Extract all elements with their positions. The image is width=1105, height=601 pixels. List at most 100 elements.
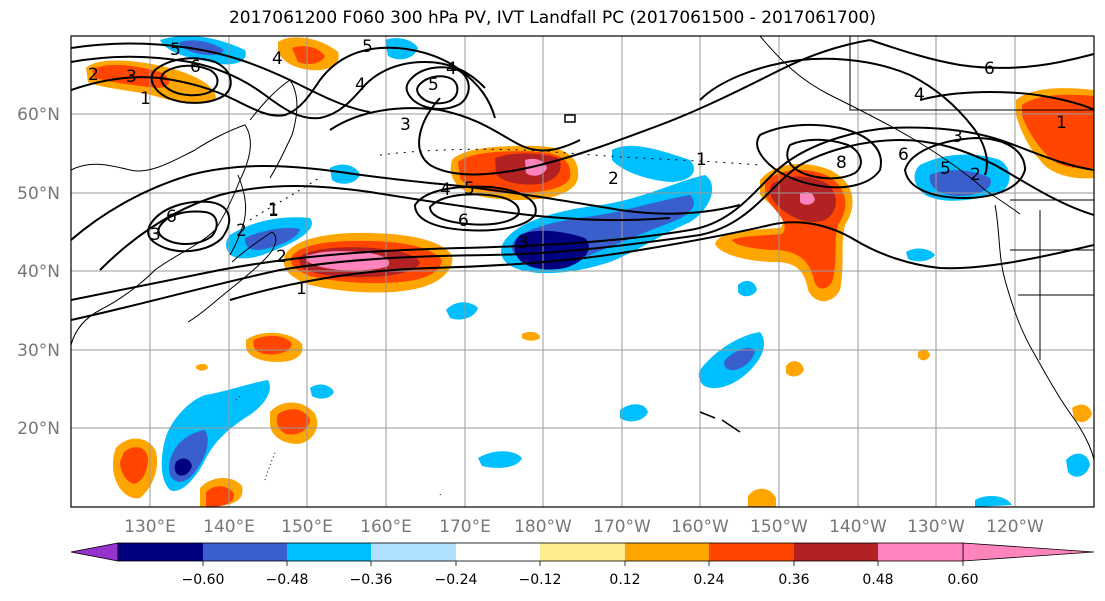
contour-label: 2 xyxy=(276,247,287,267)
contour-label: 6 xyxy=(458,211,469,231)
colorbar-ticks xyxy=(202,561,964,566)
contour-line xyxy=(699,57,988,176)
lon-label: 130°W xyxy=(907,517,965,537)
lon-label: 160°W xyxy=(671,517,729,537)
colorbar-tick-label: 0.60 xyxy=(947,572,978,588)
contour-line xyxy=(869,39,1094,69)
contour-line xyxy=(160,64,219,97)
negative-anomaly-north-pacific xyxy=(612,145,694,182)
colorbar-segment xyxy=(456,543,540,561)
colorbar-tick-label: 0.36 xyxy=(778,572,809,588)
contour-label: 2 xyxy=(236,221,247,241)
contour-line xyxy=(229,221,1094,301)
contour-line xyxy=(157,210,218,245)
contour-line xyxy=(416,75,459,105)
contour-label: 5 xyxy=(940,159,951,179)
colorbar-frame xyxy=(117,542,964,562)
hawaii-islands xyxy=(699,411,741,433)
positive-anomaly-small-4 xyxy=(522,331,540,341)
longitude-labels: 130°E 140°E 150°E 160°E 170°E 180°W 170°… xyxy=(124,517,1044,537)
negative-anomaly-small-5 xyxy=(1066,453,1090,477)
positive-anomaly-northeast-pacific-peak xyxy=(800,192,815,205)
negative-anomaly-japan-core xyxy=(244,228,300,250)
negative-anomaly-small-8 xyxy=(975,495,1012,507)
positive-anomaly-south-2 xyxy=(748,488,776,507)
negative-anomaly-small-4 xyxy=(738,280,757,297)
colorbar-segment xyxy=(203,543,287,561)
positive-anomaly-southwest-1-core xyxy=(120,447,148,484)
contour-line xyxy=(71,46,496,119)
colorbar-segment xyxy=(794,543,878,561)
contour-label: 5 xyxy=(464,179,475,199)
contour-label: 2 xyxy=(970,165,981,185)
contour-line xyxy=(71,165,741,241)
contour-label: 3 xyxy=(518,233,529,253)
contour-label: 5 xyxy=(362,37,373,57)
colorbar-segment xyxy=(878,543,963,561)
colorbar-segment xyxy=(540,543,625,561)
contours xyxy=(71,39,1094,321)
contour-line xyxy=(150,57,232,104)
contour-label: 6 xyxy=(166,207,177,227)
positive-anomaly-small-5 xyxy=(196,363,208,371)
lat-label: 50°N xyxy=(17,184,60,204)
contour-label: 6 xyxy=(190,57,201,77)
contour-line xyxy=(903,136,1027,200)
positive-anomaly-northeast-corner-mid xyxy=(1022,94,1094,169)
lon-label: 180°W xyxy=(514,517,572,537)
negative-anomaly-subtropical-core xyxy=(724,348,755,371)
contour-label: 8 xyxy=(836,153,847,173)
contour-label: 3 xyxy=(126,67,137,87)
colorbar-segment xyxy=(371,543,456,561)
contour-line xyxy=(919,91,1094,111)
contour-labels: 2 3 1 5 6 4 4 5 3 4 5 6 2 1 1 2 1 3 8 6 … xyxy=(88,37,1067,299)
contour-line xyxy=(99,185,671,271)
lon-label: 170°E xyxy=(439,517,491,537)
lon-label: 150°E xyxy=(281,517,333,537)
pacific-islands xyxy=(235,395,443,496)
contour-line xyxy=(71,126,1094,301)
contour-line xyxy=(786,138,862,180)
positive-anomaly-small-1 xyxy=(786,361,804,377)
colorbar-extend-max xyxy=(962,542,1095,562)
lon-label: 150°W xyxy=(750,517,808,537)
lon-label: 140°W xyxy=(829,517,887,537)
contour-label: 4 xyxy=(355,75,366,95)
contour-line xyxy=(71,138,1094,321)
colorbar-segment xyxy=(287,543,371,561)
contour-line xyxy=(428,193,520,226)
contour-line xyxy=(413,185,537,232)
contour-line xyxy=(418,39,871,176)
positive-anomaly-dateline-peak xyxy=(525,158,547,176)
positive-anomaly-small-3 xyxy=(918,349,930,361)
japan-coastline xyxy=(187,231,277,323)
colorbar-tick-label: 0.12 xyxy=(609,572,640,588)
colorbar: −0.60 −0.48 −0.36 −0.24 −0.12 0.12 0.24 … xyxy=(70,542,1095,588)
contour-label: 4 xyxy=(914,85,925,105)
colorbar-segment xyxy=(625,543,709,561)
negative-anomaly-small-3 xyxy=(620,404,648,422)
negative-anomaly-small-1 xyxy=(446,302,478,320)
lon-label: 140°E xyxy=(203,517,255,537)
colorbar-segment xyxy=(118,543,203,561)
lat-label: 20°N xyxy=(17,419,60,439)
positive-anomaly-north-core xyxy=(292,46,325,64)
negative-anomaly-small-9 xyxy=(330,164,360,184)
colorbar-tick-label: 0.48 xyxy=(862,572,893,588)
contour-line xyxy=(564,114,576,123)
colorbar-tick-label: −0.48 xyxy=(266,572,309,588)
contour-label: 1 xyxy=(268,200,279,220)
contour-label: 4 xyxy=(272,49,283,69)
sakhalin-coastline xyxy=(229,174,247,256)
negative-anomaly-small-7 xyxy=(310,384,334,399)
contour-label: 1 xyxy=(140,89,151,109)
lat-label: 60°N xyxy=(17,105,60,125)
negative-anomaly-small-2 xyxy=(478,451,522,468)
colorbar-tick-label: −0.12 xyxy=(519,572,562,588)
map-frame xyxy=(70,35,1095,508)
contour-line xyxy=(71,55,486,120)
contour-label: 4 xyxy=(440,180,451,200)
contour-label: 2 xyxy=(88,65,99,85)
contour-line xyxy=(71,42,371,113)
